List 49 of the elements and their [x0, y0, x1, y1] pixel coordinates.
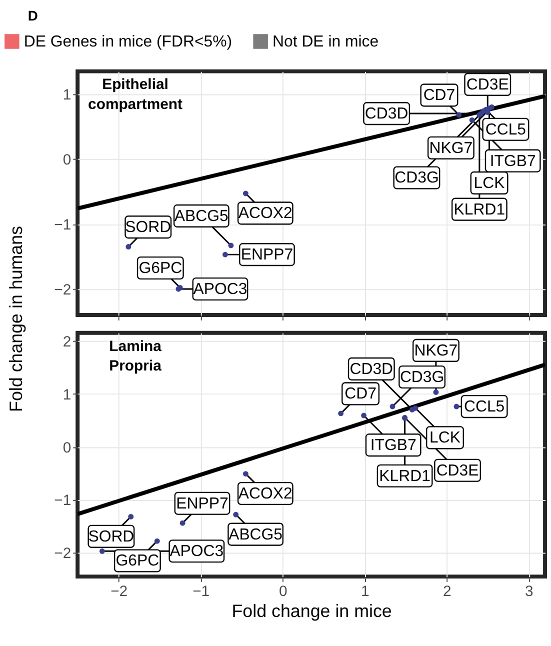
annotation: LCK — [430, 430, 461, 447]
y-tick-label: 0 — [62, 152, 72, 169]
annotation: CD3E — [436, 462, 479, 480]
x-tick-label: 0 — [278, 584, 288, 600]
annotation: CD7 — [423, 87, 456, 104]
annotation: CD3D — [350, 360, 394, 378]
x-axis-title: Fold change in mice — [232, 600, 392, 621]
y-tick-label: 2 — [62, 334, 72, 350]
annotation: SORD — [125, 219, 172, 236]
y-axis-title: Fold change in humans — [6, 226, 26, 412]
annotation: CCL5 — [485, 121, 526, 138]
x-tick-label: −1 — [192, 584, 210, 600]
legend-label: Not DE in mice — [272, 33, 379, 50]
y-tick-label: −2 — [54, 546, 72, 562]
annotation: ABCG5 — [174, 208, 229, 225]
x-tick-label: 2 — [442, 584, 452, 600]
annotation: ACOX2 — [238, 205, 292, 222]
text: D — [28, 8, 38, 24]
y-tick-label: 1 — [62, 387, 72, 404]
annotation: NKG7 — [414, 342, 458, 360]
annotation: CD3G — [400, 368, 444, 386]
annotation: LCK — [474, 174, 506, 192]
annotation: G6PC — [116, 552, 160, 570]
text: Lamina Propria — [109, 338, 162, 375]
x-tick-label: 3 — [524, 584, 534, 600]
annotation: NKG7 — [429, 140, 473, 157]
annotation: CD3G — [394, 170, 439, 187]
annotation: ENPP7 — [176, 495, 228, 512]
y-tick-label: −2 — [54, 282, 72, 298]
annotation: ACOX2 — [238, 485, 292, 502]
annotation: SORD — [88, 528, 134, 546]
y-tick-label: 1 — [62, 88, 72, 104]
legend-label: DE Genes in mice (FDR<5%) — [24, 33, 232, 50]
annotation: G6PC — [138, 260, 182, 277]
annotation: ITGB7 — [490, 152, 536, 170]
text: Epithelial compartment — [88, 77, 183, 114]
annotation: CD3E — [466, 76, 509, 94]
annotation: CD7 — [344, 386, 377, 403]
annotation: CD3D — [364, 106, 408, 123]
x-tick-label: 1 — [360, 584, 370, 600]
annotation: ENPP7 — [240, 246, 294, 264]
annotation: KLRD1 — [379, 468, 431, 485]
x-tick-label: −2 — [110, 584, 128, 600]
y-tick-label: −1 — [54, 217, 72, 234]
annotation: ITGB7 — [370, 437, 416, 454]
annotation: KLRD1 — [454, 201, 506, 218]
y-tick-label: 0 — [62, 440, 72, 456]
y-tick-label: −1 — [54, 493, 72, 510]
annotation: CCL5 — [464, 398, 505, 416]
